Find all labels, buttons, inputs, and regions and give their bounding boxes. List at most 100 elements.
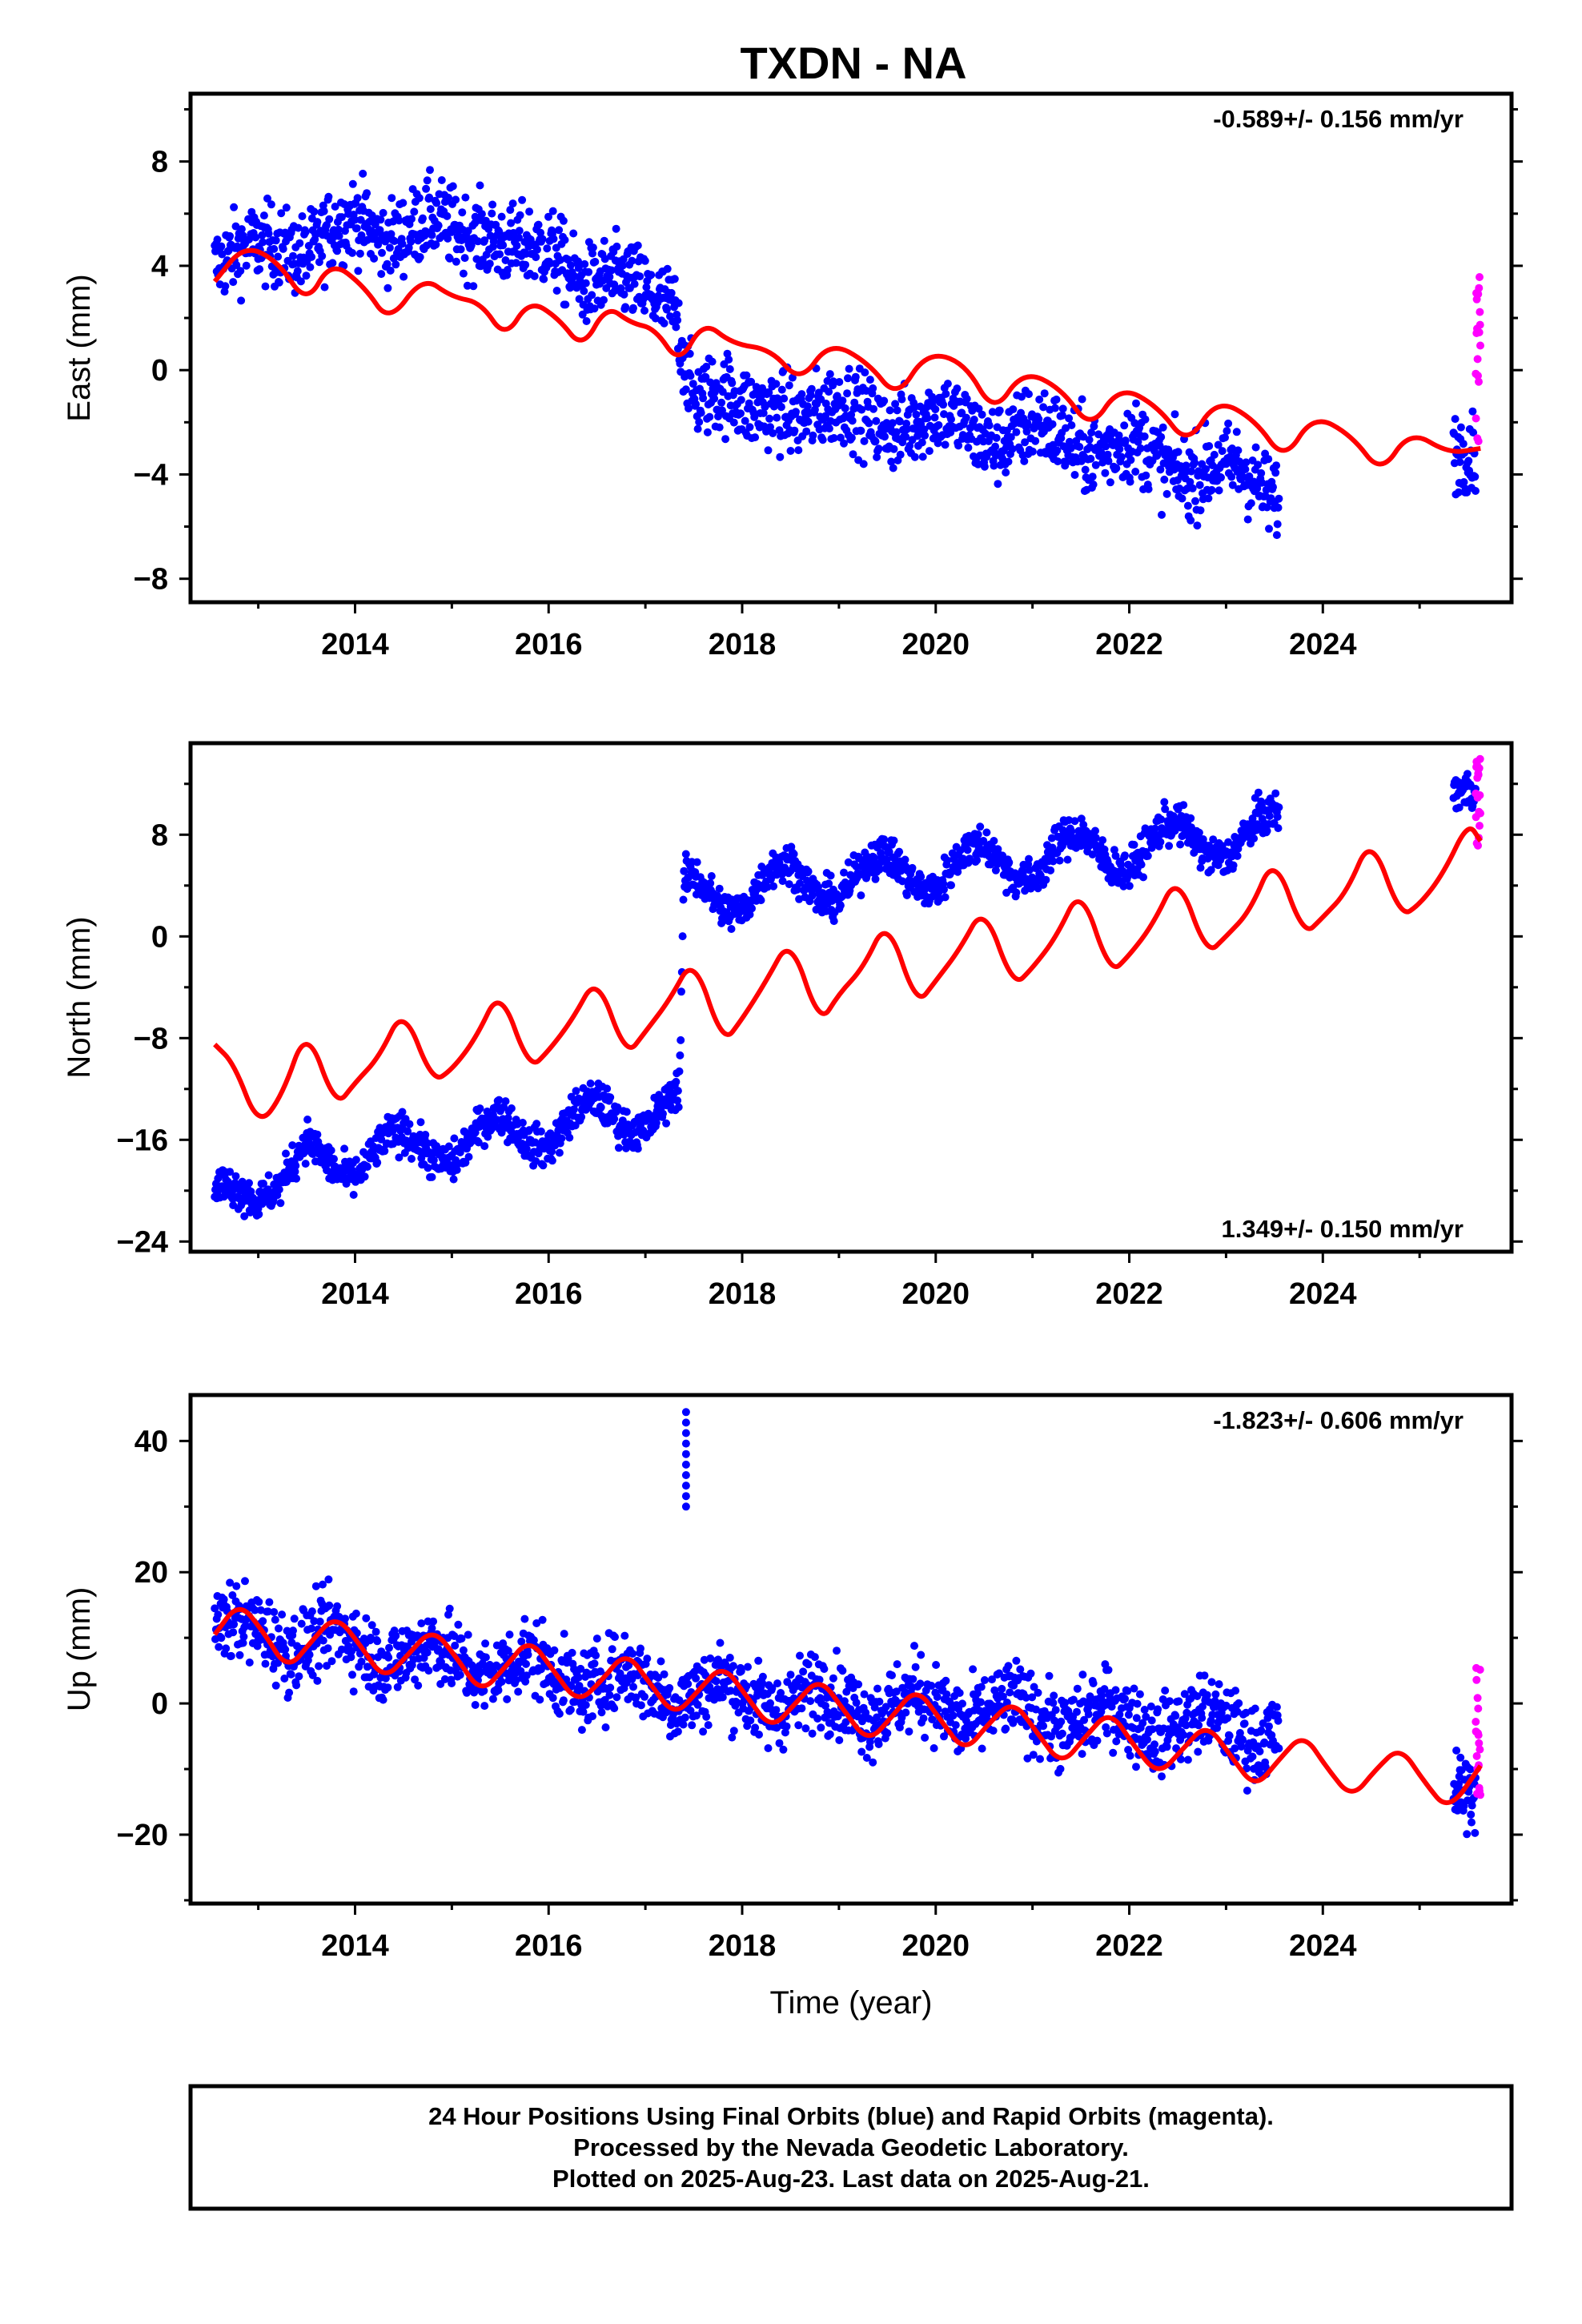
final-orbit-point xyxy=(596,1667,604,1676)
final-orbit-point xyxy=(840,439,848,448)
final-orbit-point xyxy=(425,193,434,202)
final-orbit-point xyxy=(1186,516,1195,525)
final-orbit-point xyxy=(494,1686,503,1695)
final-orbit-point xyxy=(1247,499,1255,508)
final-orbit-series xyxy=(211,770,1480,1220)
final-orbit-point xyxy=(496,250,504,259)
final-orbit-point xyxy=(1036,1755,1044,1763)
final-orbit-point xyxy=(422,184,431,193)
rapid-orbit-point xyxy=(1474,437,1483,445)
final-orbit-point xyxy=(829,377,837,386)
rate-annotation: 1.349+/- 0.150 mm/yr xyxy=(1222,1215,1464,1243)
final-orbit-point xyxy=(320,283,329,292)
final-orbit-point xyxy=(751,433,760,442)
final-orbit-point xyxy=(574,1673,583,1682)
final-orbit-point xyxy=(378,248,386,257)
final-orbit-point xyxy=(534,220,543,229)
final-orbit-point xyxy=(310,207,319,216)
x-tick-label: 2018 xyxy=(709,1277,777,1311)
final-orbit-point xyxy=(263,1607,272,1616)
final-orbit-point xyxy=(377,1135,386,1144)
final-orbit-point xyxy=(305,1651,314,1659)
final-orbit-point xyxy=(1022,1693,1030,1702)
final-orbit-point xyxy=(1162,489,1171,498)
final-orbit-point xyxy=(259,1180,267,1188)
final-orbit-point xyxy=(580,287,588,296)
y-tick-label: 4 xyxy=(151,250,168,283)
final-orbit-point xyxy=(1069,1695,1078,1704)
final-orbit-point xyxy=(561,300,570,309)
final-orbit-point xyxy=(507,219,516,227)
final-orbit-point xyxy=(239,1638,247,1647)
final-orbit-point xyxy=(1111,1686,1120,1695)
final-orbit-point xyxy=(614,1144,623,1152)
final-orbit-point xyxy=(1215,486,1223,495)
final-orbit-point xyxy=(1156,838,1165,846)
final-orbit-point xyxy=(555,1148,564,1157)
final-orbit-point xyxy=(1158,423,1167,432)
final-orbit-point xyxy=(930,1744,938,1752)
final-orbit-point xyxy=(423,1648,432,1657)
final-orbit-point xyxy=(1229,861,1238,870)
final-orbit-point xyxy=(727,925,736,933)
final-orbit-point xyxy=(327,1657,336,1666)
final-orbit-point xyxy=(605,1691,614,1699)
final-orbit-point xyxy=(485,259,494,268)
final-orbit-point xyxy=(1120,421,1129,430)
final-orbit-point xyxy=(1130,840,1138,849)
final-orbit-point xyxy=(503,1695,512,1703)
final-orbit-point xyxy=(1084,1710,1093,1719)
final-orbit-point xyxy=(1165,842,1174,850)
final-orbit-point xyxy=(1205,442,1214,450)
final-orbit-point xyxy=(521,1677,530,1686)
final-orbit-point xyxy=(1227,472,1236,481)
final-orbit-point xyxy=(428,1624,436,1633)
final-orbit-point xyxy=(219,1595,228,1604)
final-orbit-point xyxy=(806,391,815,400)
final-orbit-point xyxy=(610,1115,619,1124)
final-orbit-point xyxy=(1089,1679,1098,1687)
final-orbit-point xyxy=(1275,494,1283,503)
final-orbit-point xyxy=(476,1104,484,1113)
final-orbit-point xyxy=(744,1663,752,1671)
final-orbit-point xyxy=(501,1097,510,1106)
final-orbit-point xyxy=(807,384,816,393)
final-orbit-point xyxy=(517,1637,526,1646)
final-orbit-point xyxy=(1241,465,1250,473)
final-orbit-point xyxy=(271,236,280,245)
final-orbit-point xyxy=(1161,1687,1170,1695)
final-orbit-point xyxy=(565,1133,574,1142)
rapid-orbit-point xyxy=(1474,290,1483,299)
model-fit-line xyxy=(213,826,1483,1120)
final-orbit-point xyxy=(1199,1703,1207,1711)
final-orbit-point xyxy=(296,277,305,286)
final-orbit-point xyxy=(383,1683,392,1692)
final-orbit-point xyxy=(789,850,798,858)
final-orbit-point xyxy=(1234,446,1243,455)
final-orbit-point xyxy=(414,1681,423,1690)
final-orbit-point xyxy=(808,891,817,900)
final-orbit-point xyxy=(1137,860,1146,869)
final-orbit-point xyxy=(1006,432,1015,441)
final-orbit-point xyxy=(769,882,778,891)
final-orbit-point xyxy=(1102,1723,1110,1731)
final-orbit-point xyxy=(507,1104,516,1112)
final-orbit-point xyxy=(464,1152,473,1161)
final-orbit-point xyxy=(917,872,926,881)
final-orbit-point xyxy=(891,400,900,408)
rapid-orbit-point xyxy=(1476,341,1484,350)
final-orbit-point xyxy=(990,837,998,845)
final-orbit-point xyxy=(1203,1691,1211,1699)
final-orbit-point xyxy=(600,296,608,304)
final-orbit-point xyxy=(1147,1716,1156,1725)
final-orbit-point xyxy=(1451,415,1460,424)
final-orbit-point xyxy=(710,394,719,403)
final-orbit-point xyxy=(444,193,452,202)
final-orbit-point xyxy=(1091,834,1100,842)
final-orbit-point xyxy=(497,1678,506,1686)
final-orbit-point xyxy=(729,1727,738,1735)
final-orbit-point xyxy=(315,1617,324,1626)
final-orbit-point xyxy=(419,214,427,223)
final-orbit-point xyxy=(357,1657,366,1666)
final-orbit-point xyxy=(1182,1721,1191,1730)
